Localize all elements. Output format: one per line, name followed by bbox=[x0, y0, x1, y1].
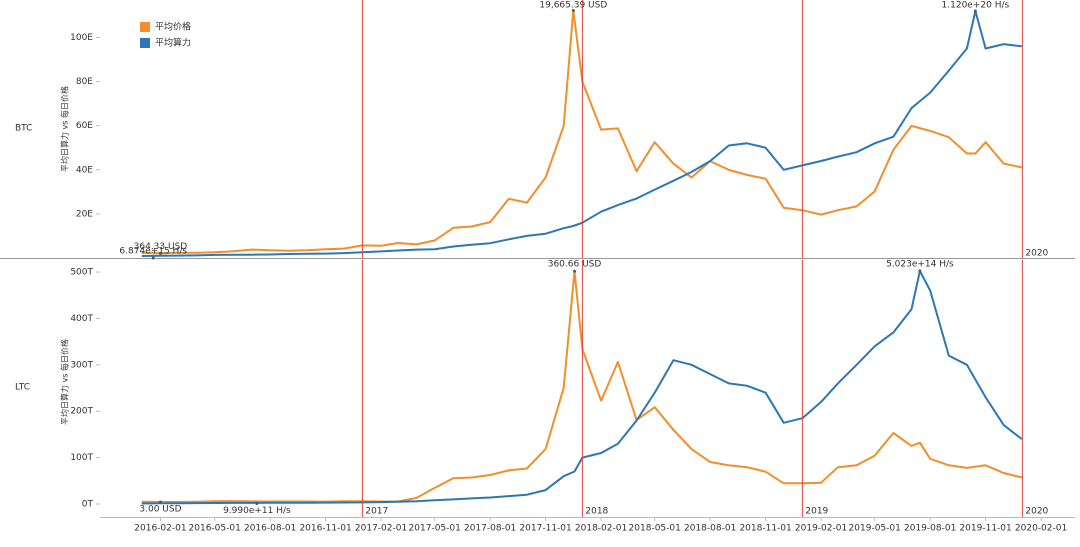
x-tick-label: 2018-11-01 bbox=[739, 524, 791, 534]
annotation: 6.874e+15 H/s bbox=[119, 246, 187, 256]
reference-label: 2018 bbox=[585, 507, 608, 517]
reference-label: 2020 bbox=[1025, 249, 1048, 259]
x-tick-label: 2017-02-01 bbox=[355, 524, 407, 534]
annotation-point bbox=[255, 502, 259, 506]
series-line bbox=[141, 10, 1022, 257]
y-tick-label: 0T bbox=[82, 500, 94, 510]
annotation-point bbox=[151, 256, 155, 260]
x-tick-label: 2016-05-01 bbox=[189, 524, 241, 534]
legend-swatch bbox=[140, 38, 150, 48]
annotation: 5.023e+14 H/s bbox=[886, 259, 954, 269]
reference-label: 2020 bbox=[1025, 507, 1048, 517]
x-tick-label: 2018-02-01 bbox=[575, 524, 627, 534]
row-label: LTC bbox=[15, 383, 30, 393]
annotation: 1.120e+20 H/s bbox=[942, 1, 1010, 11]
y-tick-label: 100E bbox=[70, 33, 93, 43]
x-tick-label: 2019-11-01 bbox=[959, 524, 1011, 534]
y-tick-label: 500T bbox=[70, 268, 93, 278]
legend-label: 平均价格 bbox=[155, 21, 191, 33]
y-tick-label: 20E bbox=[76, 209, 93, 219]
y-tick-label: 80E bbox=[76, 77, 93, 87]
annotation: 360.66 USD bbox=[548, 260, 602, 270]
y-tick-label: 100T bbox=[70, 453, 93, 463]
x-tick-label: 2017-08-01 bbox=[464, 524, 516, 534]
annotation-point bbox=[573, 269, 577, 273]
series-line bbox=[141, 9, 1023, 255]
y-axis-title: 平均日算力 vs 每日价格 bbox=[60, 339, 70, 425]
series-line bbox=[141, 270, 1023, 503]
x-tick-label: 2016-11-01 bbox=[299, 524, 351, 534]
y-tick-label: 400T bbox=[70, 314, 93, 324]
annotation: 3.00 USD bbox=[139, 505, 181, 515]
y-tick-label: 200T bbox=[70, 407, 93, 417]
y-axis-title: 平均日算力 vs 每日价格 bbox=[60, 86, 70, 172]
x-tick-label: 2016-02-01 bbox=[134, 524, 186, 534]
x-tick-label: 2018-05-01 bbox=[629, 524, 681, 534]
x-tick-label: 2019-02-01 bbox=[795, 524, 847, 534]
annotation-point bbox=[158, 251, 162, 255]
annotation-point bbox=[571, 9, 575, 13]
x-tick-label: 2018-08-01 bbox=[684, 524, 736, 534]
series-line bbox=[141, 270, 1023, 505]
annotation-point bbox=[158, 500, 162, 504]
row-label: BTC bbox=[15, 124, 32, 134]
annotation: 9.990e+11 H/s bbox=[223, 506, 291, 516]
x-tick-label: 2017-05-01 bbox=[409, 524, 461, 534]
legend-swatch bbox=[140, 22, 150, 32]
annotation-point bbox=[918, 269, 922, 273]
legend-label: 平均算力 bbox=[155, 37, 191, 49]
x-tick-label: 2017-11-01 bbox=[519, 524, 571, 534]
reference-label: 2019 bbox=[805, 507, 828, 517]
y-tick-label: 300T bbox=[70, 360, 93, 370]
x-tick-label: 2019-08-01 bbox=[904, 524, 956, 534]
annotation-point bbox=[973, 9, 977, 13]
x-tick-label: 2020-02-01 bbox=[1015, 524, 1067, 534]
reference-label: 2017 bbox=[365, 507, 388, 517]
y-tick-label: 60E bbox=[76, 121, 93, 131]
x-tick-label: 2019-05-01 bbox=[849, 524, 901, 534]
y-tick-label: 40E bbox=[76, 165, 93, 175]
x-tick-label: 2016-08-01 bbox=[244, 524, 296, 534]
annotation: 19,665.39 USD bbox=[539, 1, 607, 11]
annotation: 364.33 USD bbox=[134, 242, 188, 252]
